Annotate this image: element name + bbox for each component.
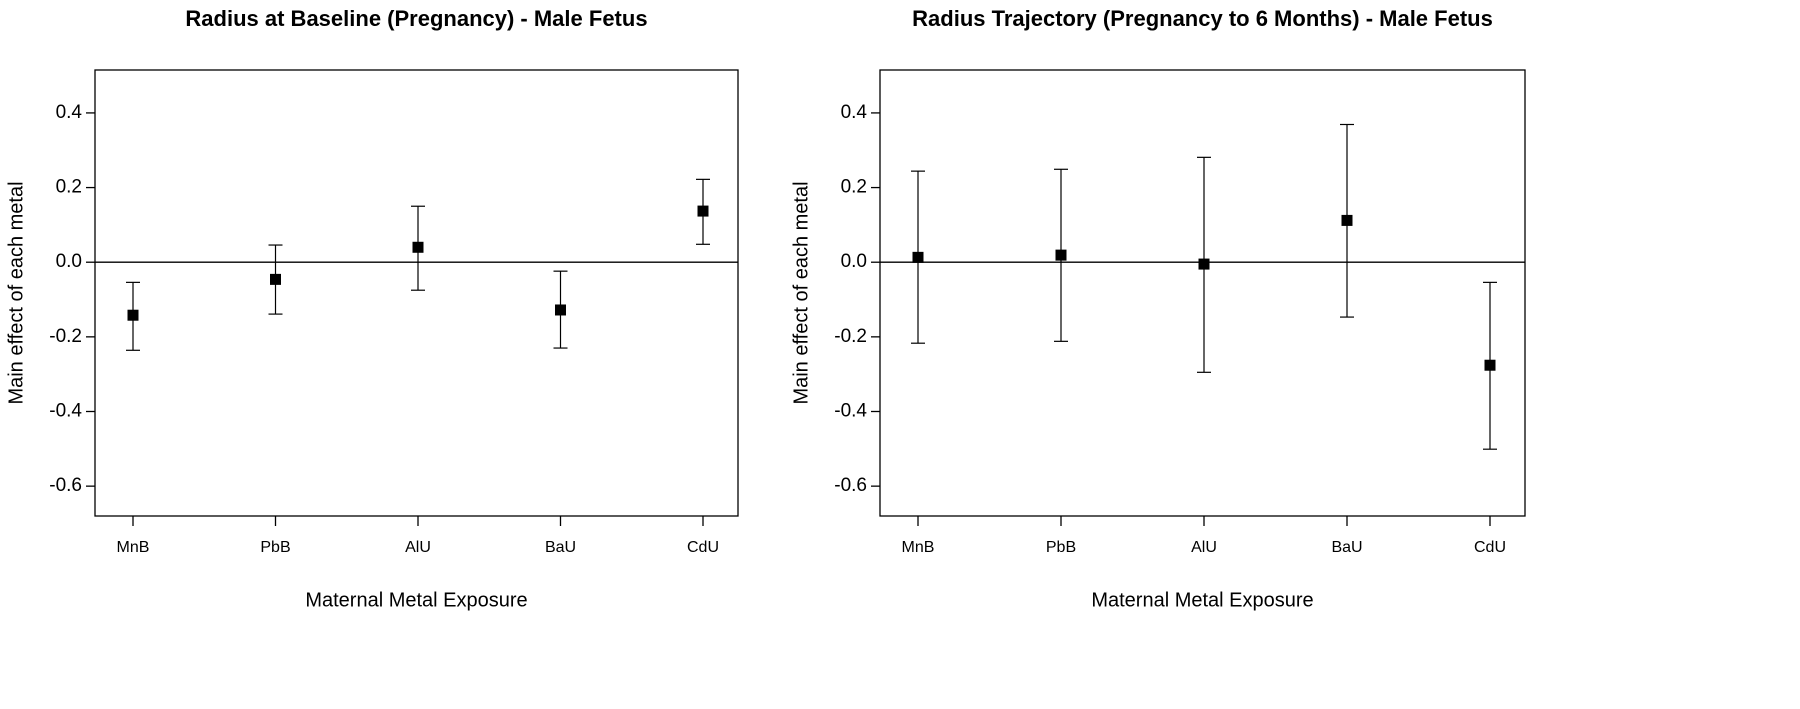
y-axis-label: Main effect of each metal	[5, 181, 27, 404]
x-tick-label: BaU	[1331, 539, 1362, 556]
chart-title: Radius Trajectory (Pregnancy to 6 Months…	[912, 6, 1493, 31]
y-tick-label: -0.4	[834, 401, 867, 422]
plot-frame	[879, 69, 1526, 517]
x-tick-label: AlU	[1191, 539, 1217, 556]
y-tick-label: -0.4	[49, 401, 82, 422]
y-tick-label: -0.6	[49, 475, 82, 496]
x-tick-label: BaU	[545, 539, 576, 556]
point	[697, 205, 709, 217]
x-tick-label: MnB	[902, 539, 935, 556]
point	[270, 273, 281, 285]
y-tick-label: 0.4	[56, 102, 83, 123]
x-tick-label: CdU	[687, 539, 719, 556]
x-axis-label: Maternal Metal Exposure	[305, 589, 527, 611]
point	[555, 304, 566, 316]
plot-frame	[94, 69, 739, 517]
y-tick-label: 0.2	[56, 177, 82, 198]
x-tick-label: PbB	[260, 539, 290, 556]
y-tick-label: 0.0	[56, 251, 82, 272]
point	[912, 251, 924, 263]
x-tick-label: PbB	[1046, 539, 1076, 556]
y-tick-label: 0.4	[841, 102, 868, 123]
point	[1341, 214, 1353, 226]
point	[1055, 249, 1067, 261]
chart-title: Radius at Baseline (Pregnancy) - Male Fe…	[185, 6, 647, 31]
point	[1484, 359, 1496, 371]
y-tick-label: -0.6	[834, 475, 867, 496]
y-tick-label: 0.2	[841, 177, 867, 198]
point	[412, 241, 424, 253]
point	[1198, 258, 1210, 270]
y-tick-label: -0.2	[834, 326, 867, 347]
x-tick-label: CdU	[1474, 539, 1506, 556]
x-axis-label: Maternal Metal Exposure	[1091, 589, 1313, 611]
y-tick-label: 0.0	[841, 251, 867, 272]
x-tick-label: MnB	[117, 539, 150, 556]
point	[127, 309, 139, 321]
y-tick-label: -0.2	[49, 326, 82, 347]
y-axis-label: Main effect of each metal	[790, 181, 812, 404]
x-tick-label: AlU	[405, 539, 431, 556]
